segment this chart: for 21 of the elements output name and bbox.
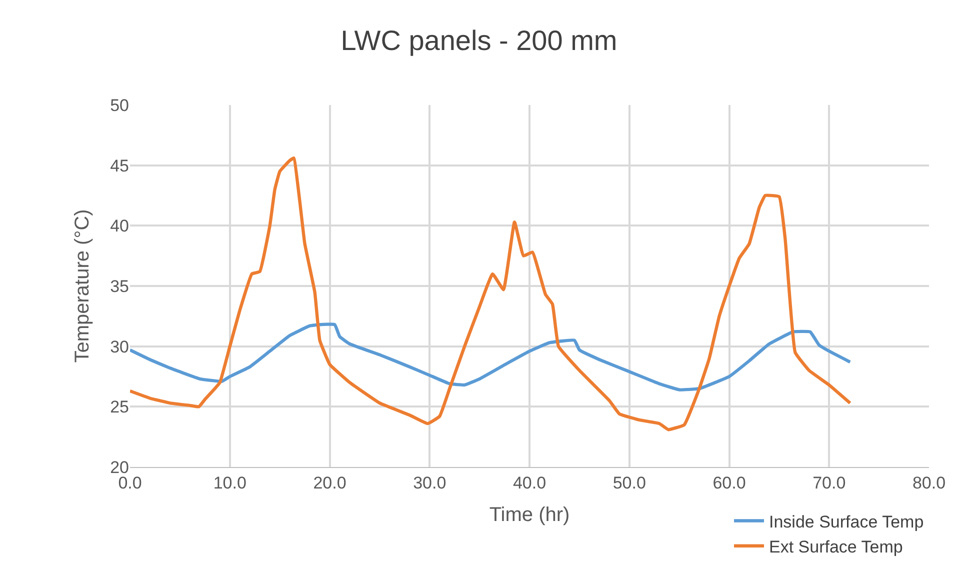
x-tick-label: 80.0: [912, 473, 946, 492]
y-tick-label: 35: [110, 276, 129, 296]
x-tick-label: 40.0: [512, 473, 546, 492]
x-tick-label: 10.0: [213, 473, 246, 492]
x-tick-label: 50.0: [612, 473, 646, 492]
y-tick-label: 25: [110, 398, 129, 417]
y-tick-label: 30: [110, 337, 129, 356]
x-tick-label: 70.0: [812, 473, 846, 492]
legend-label: Ext Surface Temp: [769, 537, 903, 556]
x-tick-label: 20.0: [313, 473, 346, 492]
x-tick-label: 30.0: [413, 473, 446, 492]
x-tick-label: 60.0: [712, 473, 746, 492]
chart-title: LWC panels - 200 mm: [340, 25, 618, 56]
y-axis-title: Temperature (°C): [72, 209, 94, 363]
line-series: [130, 156, 852, 432]
y-tick-label: 45: [110, 156, 129, 176]
legend-label: Inside Surface Temp: [769, 512, 924, 532]
x-axis-title: Time (hr): [489, 504, 570, 526]
y-tick-label: 40: [110, 216, 129, 236]
line-series: [130, 322, 852, 392]
y-tick-label: 50: [110, 96, 129, 115]
